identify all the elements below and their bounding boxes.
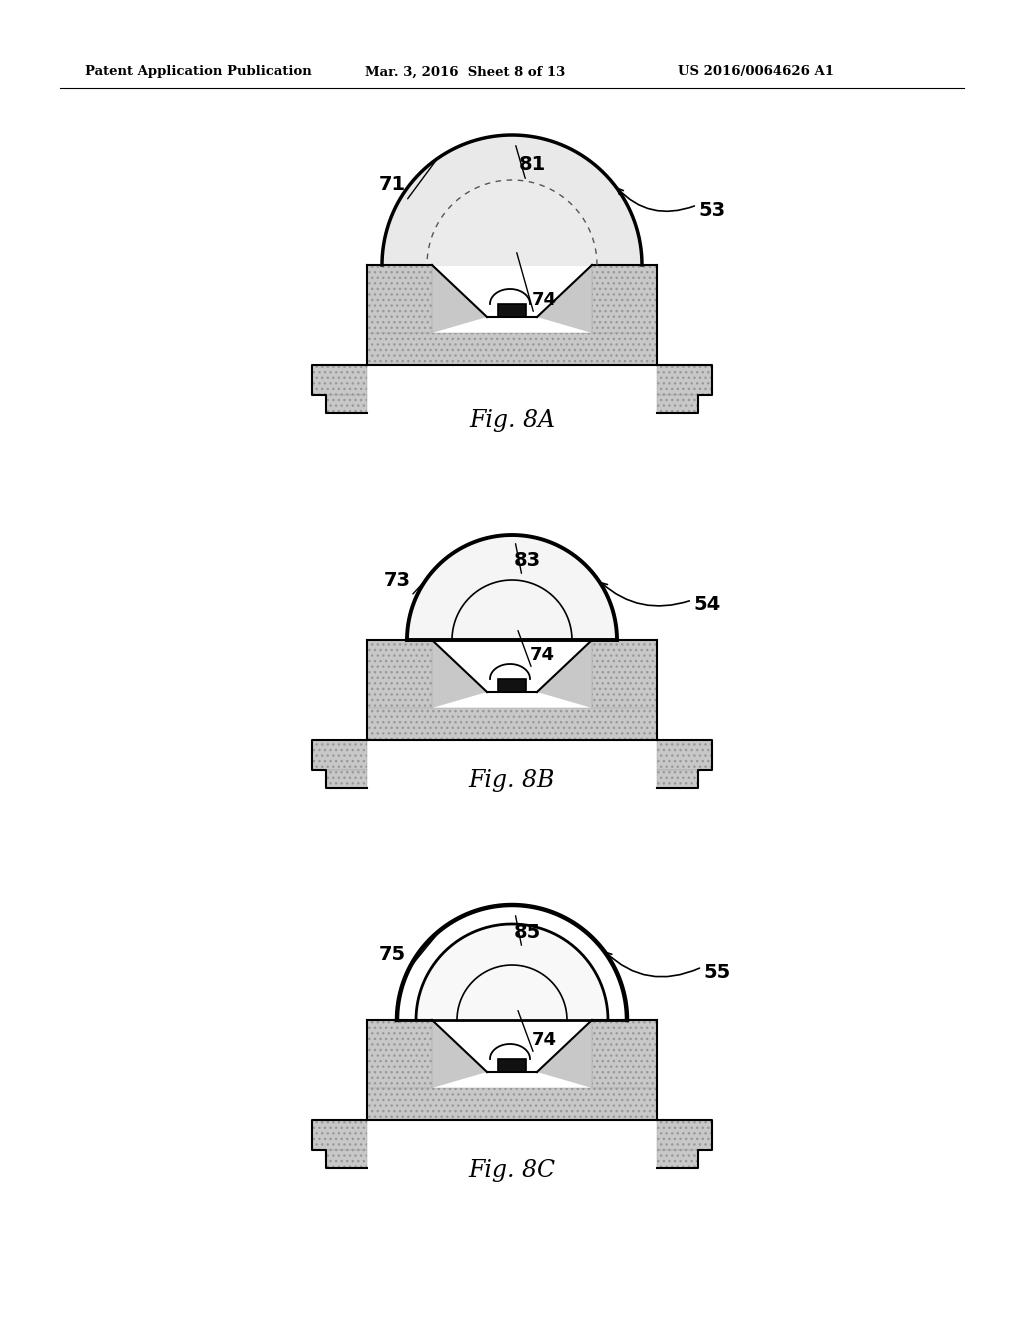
Polygon shape xyxy=(537,265,592,333)
Text: 75: 75 xyxy=(379,945,406,965)
Polygon shape xyxy=(657,770,712,788)
Bar xyxy=(498,304,526,317)
Text: 74: 74 xyxy=(531,290,556,309)
Text: 53: 53 xyxy=(698,201,726,219)
Polygon shape xyxy=(367,1088,657,1119)
Text: 74: 74 xyxy=(531,1031,556,1049)
Bar xyxy=(498,678,526,692)
Polygon shape xyxy=(367,1088,657,1119)
Polygon shape xyxy=(592,1020,657,1088)
Polygon shape xyxy=(312,1119,367,1150)
Text: 74: 74 xyxy=(529,645,555,664)
Polygon shape xyxy=(367,640,432,741)
Polygon shape xyxy=(657,1119,712,1150)
Polygon shape xyxy=(367,1020,432,1119)
Text: 73: 73 xyxy=(384,570,411,590)
Polygon shape xyxy=(592,265,657,366)
Polygon shape xyxy=(657,366,712,395)
Text: 71: 71 xyxy=(379,176,406,194)
Polygon shape xyxy=(312,395,367,413)
Polygon shape xyxy=(382,135,642,265)
Text: 83: 83 xyxy=(513,550,541,569)
Polygon shape xyxy=(592,640,657,741)
Polygon shape xyxy=(312,741,367,770)
Polygon shape xyxy=(416,924,608,1020)
Polygon shape xyxy=(367,708,657,741)
Polygon shape xyxy=(592,265,657,333)
Text: US 2016/0064626 A1: US 2016/0064626 A1 xyxy=(678,66,834,78)
Polygon shape xyxy=(367,333,657,366)
Polygon shape xyxy=(537,1020,592,1088)
Text: Fig. 8C: Fig. 8C xyxy=(468,1159,556,1181)
Text: Fig. 8B: Fig. 8B xyxy=(469,768,555,792)
Polygon shape xyxy=(367,708,657,741)
Polygon shape xyxy=(312,366,367,395)
Polygon shape xyxy=(427,180,597,265)
Polygon shape xyxy=(312,1150,367,1168)
Polygon shape xyxy=(312,770,367,788)
Polygon shape xyxy=(657,741,712,770)
Text: 55: 55 xyxy=(703,962,731,982)
Polygon shape xyxy=(407,535,617,640)
Polygon shape xyxy=(367,1020,432,1088)
Text: Fig. 8A: Fig. 8A xyxy=(469,408,555,432)
Polygon shape xyxy=(397,906,627,1020)
Text: Patent Application Publication: Patent Application Publication xyxy=(85,66,311,78)
Text: 85: 85 xyxy=(513,923,541,941)
Polygon shape xyxy=(432,640,487,708)
Polygon shape xyxy=(367,333,657,366)
Text: Mar. 3, 2016  Sheet 8 of 13: Mar. 3, 2016 Sheet 8 of 13 xyxy=(365,66,565,78)
Polygon shape xyxy=(432,265,487,333)
Polygon shape xyxy=(367,265,432,366)
Polygon shape xyxy=(592,640,657,708)
Polygon shape xyxy=(657,1150,712,1168)
Text: 54: 54 xyxy=(693,595,721,615)
Polygon shape xyxy=(367,265,432,333)
Polygon shape xyxy=(367,640,432,708)
Polygon shape xyxy=(537,640,592,708)
Polygon shape xyxy=(657,395,712,413)
Polygon shape xyxy=(592,1020,657,1119)
Bar xyxy=(498,1059,526,1072)
Polygon shape xyxy=(432,1020,487,1088)
Text: 81: 81 xyxy=(518,156,546,174)
